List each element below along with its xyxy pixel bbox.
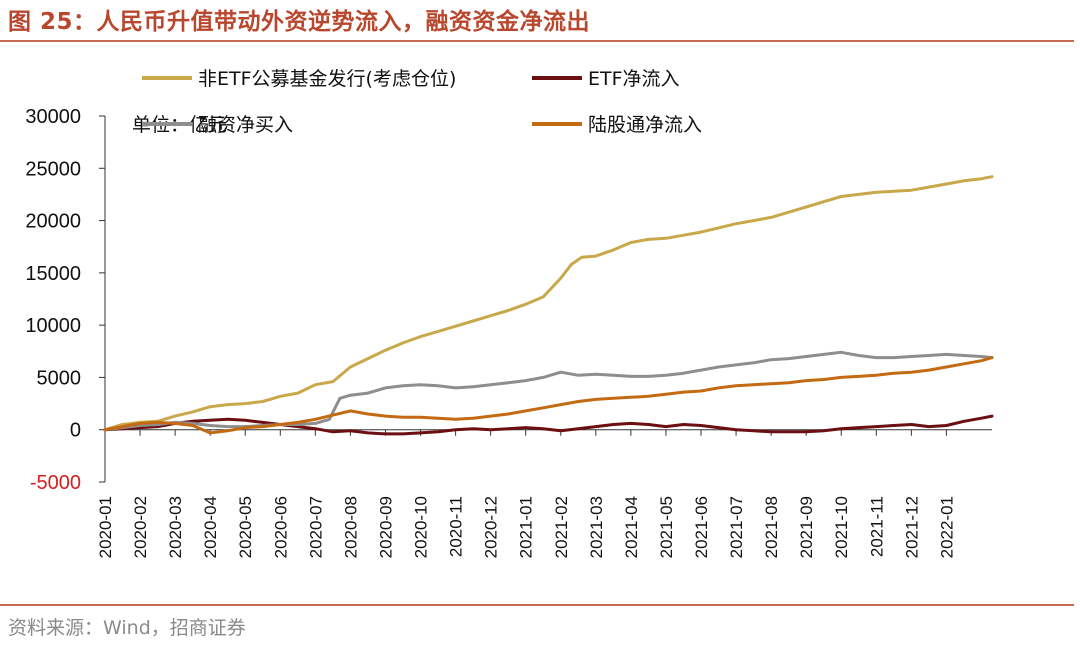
x-tick-label: 2020-03 [166,496,185,558]
series-line [103,350,994,432]
series-line [103,175,994,432]
x-tick-label: 2020-08 [341,496,360,558]
x-tick-label: 2020-11 [447,496,466,557]
series-lines [103,175,994,436]
x-tick-label: 2020-01 [96,496,115,558]
x-tick-label: 2021-04 [622,496,641,558]
y-tick-label: 5000 [37,367,82,389]
x-tick-label: 2021-05 [657,496,676,558]
axes: 30000 25000 20000 15000 10000 5000 0 -5000 2020-… [25,106,992,558]
y-tick-label: -5000 [30,472,81,494]
x-tick-label: 2020-04 [201,496,220,558]
legend-label: 融资净买入 [198,114,293,136]
x-tick-label: 2021-10 [832,496,851,558]
series-line [103,414,994,436]
x-tick-label: 2020-09 [376,496,395,558]
y-tick-label: 10000 [25,315,81,337]
x-tick-label: 2021-07 [727,496,746,558]
chart-svg: 30000 25000 20000 15000 10000 5000 0 -5000 2020-… [25,68,994,558]
x-tick-label: 2021-02 [552,496,571,558]
legend-label: 非ETF公募基金发行(考虑仓位) [198,68,456,90]
source-divider [0,604,1074,606]
y-tick-label: 0 [70,420,81,442]
x-tick-label: 2021-12 [902,496,921,558]
x-tick-label: 2021-11 [867,496,886,557]
y-tick-label: 20000 [25,211,81,233]
title-divider [0,40,1074,42]
chart-title: 图 25：人民币升值带动外资逆势流入，融资资金净流出 [8,9,591,35]
x-tick-label: 2021-06 [692,496,711,558]
x-tick-label: 2020-06 [271,496,290,558]
x-tick-label: 2020-12 [482,496,501,558]
x-tick-label: 2020-02 [131,496,150,558]
y-tick-label: 30000 [25,106,81,128]
x-tick-label: 2020-10 [412,496,431,558]
x-tick-label: 2021-08 [762,496,781,558]
legend-label: 陆股通净流入 [588,114,702,136]
y-tick-label: 25000 [25,158,81,180]
x-tick-label: 2021-03 [587,496,606,558]
source-note: 资料来源：Wind，招商证券 [8,617,246,639]
x-tick-label: 2021-01 [517,496,536,558]
x-tick-label: 2020-05 [236,496,255,558]
legend-label: ETF净流入 [588,68,680,90]
y-tick-label: 15000 [25,263,81,285]
x-tick-label: 2020-07 [306,496,325,558]
series-line [103,356,994,435]
x-tick-label: 2021-09 [797,496,816,558]
x-tick-label: 2022-01 [937,496,956,558]
